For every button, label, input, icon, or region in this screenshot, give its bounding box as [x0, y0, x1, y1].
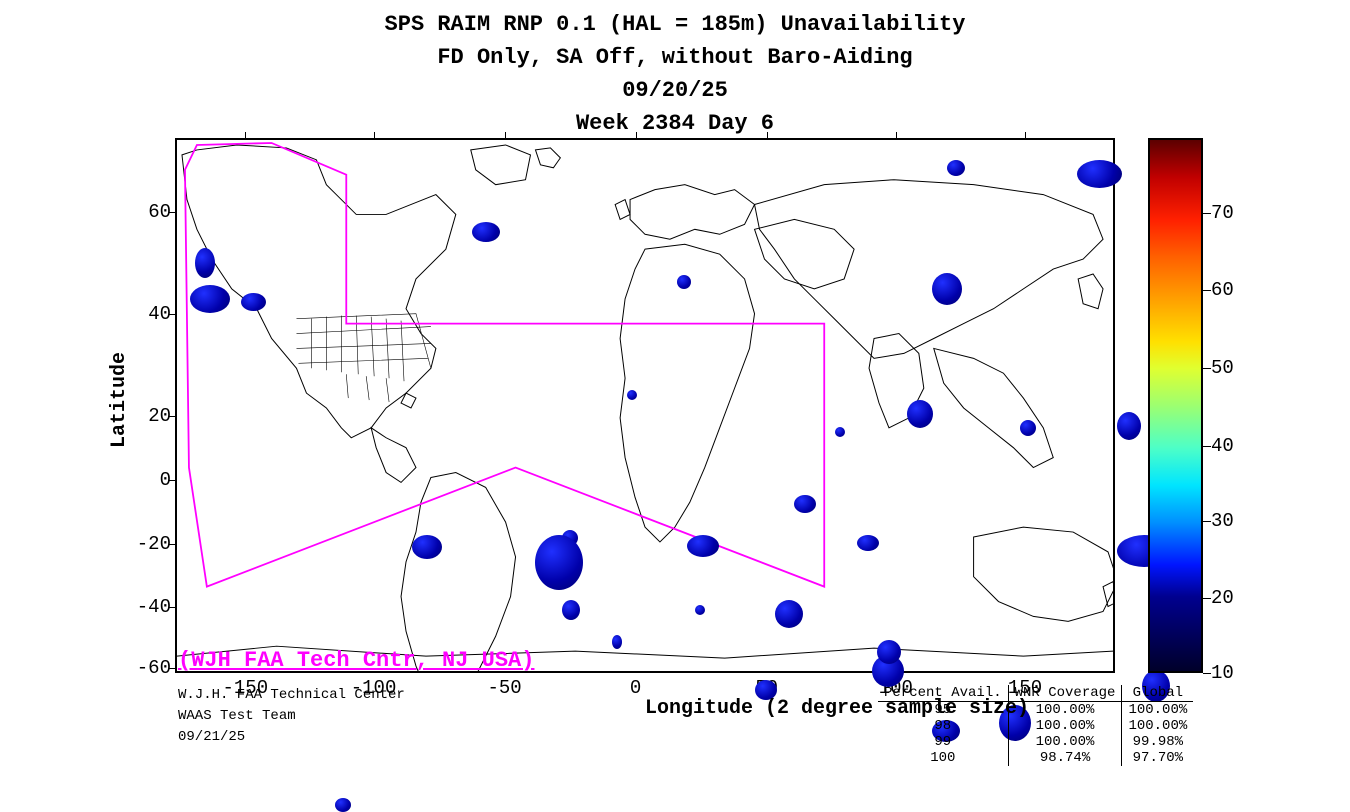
- availability-stats-table[interactable]: Percent Avail. WNR Coverage Global 95 10…: [878, 685, 1193, 766]
- lat-tick-neg20: -20: [137, 533, 171, 555]
- world-map-panel[interactable]: 60 40 20 0 -20 -40 -60 -150 -100 -50 0 5…: [175, 138, 1115, 673]
- stats-row-0-global: 100.00%: [1122, 702, 1193, 719]
- outage-blob-pacific-edge[interactable]: [195, 248, 215, 278]
- stats-row-0-pct: 95: [878, 702, 1008, 719]
- title-line2: FD Only, SA Off, without Baro-Aiding: [0, 41, 1350, 74]
- colorbar-tick-40: 40: [1211, 435, 1234, 457]
- stats-table-row-3: 100 98.74% 97.70%: [878, 750, 1193, 766]
- footer-date: 09/21/25: [178, 727, 405, 748]
- lat-tick-neg40: -40: [137, 596, 171, 618]
- colorbar-tick-10: 10: [1211, 662, 1234, 684]
- title-block: SPS RAIM RNP 0.1 (HAL = 185m) Unavailabi…: [0, 0, 1350, 140]
- stats-row-2-global: 99.98%: [1122, 734, 1193, 750]
- wnr-coverage-annotation: (WJH FAA Tech Cntr, NJ USA): [178, 648, 534, 673]
- outage-blob-africa-south[interactable]: [535, 535, 583, 590]
- outage-blob-alaska[interactable]: [472, 222, 500, 242]
- outage-blob-uk[interactable]: [241, 293, 266, 311]
- outage-blob-korea[interactable]: [1117, 412, 1141, 440]
- stats-row-2-wnr: 100.00%: [1008, 734, 1122, 750]
- stats-row-3-pct: 100: [878, 750, 1008, 766]
- outage-blob-indian-ocean[interactable]: [877, 640, 901, 664]
- stats-table-header-row: Percent Avail. WNR Coverage Global: [878, 685, 1193, 702]
- world-map-svg: [177, 140, 1113, 671]
- colorbar-gradient: [1148, 138, 1203, 673]
- outage-blob-arctic-1[interactable]: [947, 160, 965, 176]
- stats-row-2-pct: 99: [878, 734, 1008, 750]
- stats-col-header-percent: Percent Avail.: [878, 685, 1008, 702]
- stats-row-3-global: 97.70%: [1122, 750, 1193, 766]
- colorbar-tick-20: 20: [1211, 587, 1234, 609]
- lat-tick-40: 40: [148, 303, 171, 325]
- lat-tick-20: 20: [148, 405, 171, 427]
- stats-row-3-wnr: 98.74%: [1008, 750, 1122, 766]
- stats-row-1-global: 100.00%: [1122, 718, 1193, 734]
- outage-blob-india-small[interactable]: [835, 427, 845, 437]
- outage-blob-china[interactable]: [907, 400, 933, 428]
- title-line3: 09/20/25: [0, 74, 1350, 107]
- outage-blob-venezuela[interactable]: [687, 535, 719, 557]
- title-line4: Week 2384 Day 6: [0, 107, 1350, 140]
- colorbar-widget[interactable]: 70 60 50 40 30 20 10 Duration of Outage …: [1148, 138, 1203, 673]
- lat-tick-60: 60: [148, 201, 171, 223]
- outage-blob-peru[interactable]: [612, 635, 622, 649]
- outage-blob-congo[interactable]: [857, 535, 879, 551]
- outage-blob-greenland-sea[interactable]: [190, 285, 230, 313]
- title-line1: SPS RAIM RNP 0.1 (HAL = 185m) Unavailabi…: [0, 8, 1350, 41]
- stats-row-1-pct: 98: [878, 718, 1008, 734]
- lon-tick-neg50: -50: [487, 677, 521, 699]
- stats-row-0-wnr: 100.00%: [1008, 702, 1122, 719]
- outage-blob-south-pacific[interactable]: [335, 798, 351, 812]
- colorbar-tick-30: 30: [1211, 510, 1234, 532]
- outage-blob-pacific2[interactable]: [562, 600, 580, 620]
- outage-blob-brazil[interactable]: [775, 600, 803, 628]
- stats-table-row-2: 99 100.00% 99.98%: [878, 734, 1193, 750]
- stats-row-1-wnr: 100.00%: [1008, 718, 1122, 734]
- stats-table-row-0: 95 100.00% 100.00%: [878, 702, 1193, 719]
- outage-blob-sahel[interactable]: [627, 390, 637, 400]
- colorbar-tick-50: 50: [1211, 357, 1234, 379]
- lon-tick-0: 0: [630, 677, 641, 699]
- stats-col-header-global: Global: [1122, 685, 1193, 702]
- outage-blob-siberia[interactable]: [932, 273, 962, 305]
- footer-org-line1: W.J.H. FAA Technical Center: [178, 685, 405, 706]
- latitude-axis-label: Latitude: [108, 352, 131, 448]
- footer-org-line2: WAAS Test Team: [178, 706, 405, 727]
- stats-table-row-1: 98 100.00% 100.00%: [878, 718, 1193, 734]
- outage-blob-myanmar[interactable]: [1020, 420, 1036, 436]
- outage-blob-brazil-small[interactable]: [695, 605, 705, 615]
- footer-org-block: W.J.H. FAA Technical Center WAAS Test Te…: [178, 685, 405, 748]
- outage-blob-texas[interactable]: [794, 495, 816, 513]
- lat-tick-neg60: -60: [137, 657, 171, 679]
- colorbar-tick-70: 70: [1211, 202, 1234, 224]
- colorbar-tick-60: 60: [1211, 279, 1234, 301]
- stats-col-header-wnr: WNR Coverage: [1008, 685, 1122, 702]
- outage-blob-scandinavia[interactable]: [677, 275, 691, 289]
- outage-blob-canada-north[interactable]: [1077, 160, 1122, 188]
- outage-blob-pacific1[interactable]: [412, 535, 442, 559]
